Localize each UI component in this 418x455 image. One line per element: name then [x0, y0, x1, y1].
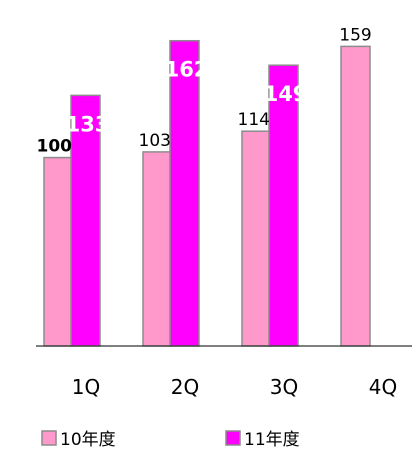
value-label-s1-2Q: 162	[165, 58, 209, 82]
bar-s1-2Q	[169, 39, 200, 347]
bars-layer	[43, 39, 371, 347]
x-tick-label-2Q: 2Q	[171, 375, 199, 399]
value-label-s0-1Q: 100	[37, 137, 73, 157]
bar-s0-4Q	[340, 45, 371, 347]
value-labels-layer: 100 103 114 159 133 162 149	[37, 25, 372, 156]
value-label-s1-1Q: 133	[66, 112, 110, 136]
legend-swatch-s0	[41, 430, 57, 446]
bar-s0-2Q	[142, 151, 173, 347]
x-tick-label-4Q: 4Q	[369, 375, 397, 399]
legend-label-s1: 11年度	[244, 430, 300, 450]
legend: 10年度 11年度	[41, 430, 300, 450]
bar-s1-1Q	[70, 94, 101, 347]
legend-swatch-s1	[225, 430, 241, 446]
value-label-s0-4Q: 159	[339, 25, 371, 45]
value-label-s0-2Q: 103	[139, 131, 171, 151]
bar-s0-3Q	[241, 130, 272, 347]
x-tick-label-3Q: 3Q	[270, 375, 298, 399]
x-tick-labels: 1Q 2Q 3Q 4Q	[72, 375, 397, 399]
bar-s1-3Q	[268, 64, 299, 347]
legend-label-s0: 10年度	[60, 430, 116, 450]
value-label-s1-3Q: 149	[264, 82, 308, 106]
bar-s0-1Q	[43, 156, 74, 347]
x-tick-label-1Q: 1Q	[72, 375, 100, 399]
value-label-s0-3Q: 114	[238, 110, 270, 130]
